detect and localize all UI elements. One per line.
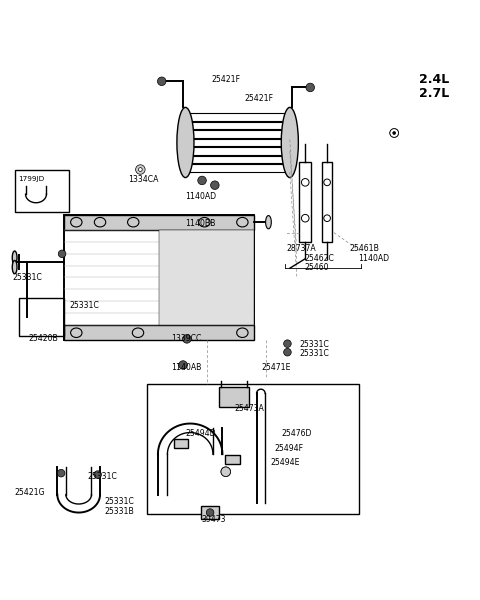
Ellipse shape [265, 215, 271, 229]
Bar [201, 506, 219, 519]
Ellipse shape [71, 217, 82, 227]
Text: 25421G: 25421G [14, 488, 45, 497]
Text: 1334CA: 1334CA [129, 175, 159, 184]
Text: 25331C: 25331C [105, 497, 135, 506]
Ellipse shape [199, 217, 210, 227]
Bar [300, 163, 311, 242]
Text: 1140AB: 1140AB [171, 363, 202, 372]
Bar [185, 156, 290, 163]
Text: 25331C: 25331C [300, 340, 329, 349]
Text: 25420B: 25420B [29, 334, 59, 343]
Ellipse shape [157, 77, 166, 86]
Bar [64, 215, 254, 230]
Ellipse shape [179, 361, 187, 369]
Ellipse shape [281, 107, 299, 178]
Text: 25331C: 25331C [300, 349, 329, 358]
Text: 25331B: 25331B [105, 506, 134, 515]
Text: 25462C: 25462C [304, 254, 334, 263]
Bar [185, 122, 290, 129]
Ellipse shape [306, 83, 314, 92]
Ellipse shape [12, 251, 17, 264]
Text: 25473A: 25473A [234, 404, 264, 413]
Bar [159, 230, 254, 325]
Bar [219, 387, 250, 407]
Ellipse shape [237, 217, 248, 227]
Text: 1140AD: 1140AD [185, 192, 216, 201]
Bar [225, 455, 240, 464]
Text: 25331C: 25331C [12, 273, 42, 282]
Ellipse shape [206, 509, 214, 517]
Ellipse shape [94, 471, 101, 478]
Text: 25494D: 25494D [185, 429, 216, 438]
Ellipse shape [182, 335, 191, 343]
Text: 25421F: 25421F [212, 75, 240, 84]
Ellipse shape [132, 328, 144, 337]
Text: 25460: 25460 [304, 263, 328, 272]
Text: 25421F: 25421F [245, 94, 274, 103]
Bar [185, 130, 290, 138]
Text: 25476D: 25476D [282, 429, 312, 438]
Bar [14, 170, 69, 212]
Ellipse shape [393, 131, 396, 134]
Ellipse shape [71, 328, 82, 337]
Text: 25461B: 25461B [349, 244, 379, 253]
Ellipse shape [58, 250, 66, 257]
Ellipse shape [136, 165, 145, 174]
Text: 1140AD: 1140AD [358, 254, 389, 263]
Bar [185, 139, 290, 146]
Text: 2.7L: 2.7L [420, 87, 450, 100]
Ellipse shape [128, 217, 139, 227]
Bar [174, 439, 188, 448]
Ellipse shape [138, 167, 142, 172]
Bar [19, 298, 64, 335]
Text: 1799JD: 1799JD [18, 176, 45, 182]
Text: 25331C: 25331C [87, 472, 117, 481]
Bar [185, 164, 290, 172]
Text: 1140BB: 1140BB [185, 218, 216, 227]
Ellipse shape [390, 129, 398, 137]
Ellipse shape [12, 260, 17, 274]
Text: 28737A: 28737A [287, 244, 316, 253]
Ellipse shape [95, 217, 106, 227]
Bar [64, 325, 254, 340]
Ellipse shape [211, 181, 219, 190]
Ellipse shape [198, 176, 206, 185]
Ellipse shape [57, 469, 65, 477]
Text: 25331C: 25331C [69, 301, 99, 310]
Text: 25494F: 25494F [274, 443, 303, 452]
Bar [185, 113, 290, 121]
Text: 25494E: 25494E [271, 458, 300, 467]
Ellipse shape [221, 467, 230, 476]
Bar [185, 147, 290, 155]
Bar [147, 384, 359, 514]
Ellipse shape [284, 349, 291, 356]
Text: 25471E: 25471E [261, 363, 291, 372]
Text: 2.4L: 2.4L [420, 73, 450, 86]
Text: 39473: 39473 [201, 515, 226, 524]
Bar [64, 215, 254, 340]
Text: 1339CC: 1339CC [171, 334, 202, 343]
Ellipse shape [177, 107, 194, 178]
Bar [322, 163, 332, 242]
Ellipse shape [284, 340, 291, 347]
Ellipse shape [237, 328, 248, 337]
